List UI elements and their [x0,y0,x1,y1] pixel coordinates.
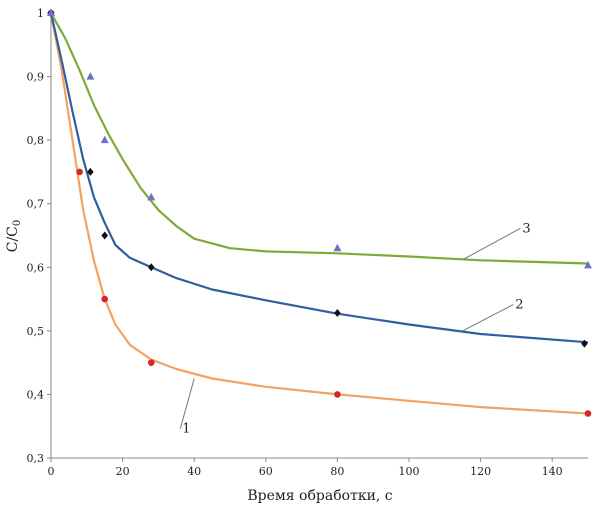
data-point-series-3 [100,135,109,144]
data-point-series-1 [334,391,341,398]
data-point-series-2 [87,167,94,176]
y-tick-label: 1 [37,7,44,20]
data-point-series-2 [334,309,341,318]
y-tick-label: 0,5 [27,325,45,338]
data-point-series-3 [147,192,156,201]
curve-label-2: 2 [515,298,523,313]
x-axis-title: Время обработки, с [247,488,392,504]
x-tick-label: 100 [399,465,420,478]
axes: 0,3 0,4 0,5 0,6 0,7 0,8 0,9 1 0 20 40 60 80 100 120 140 [27,7,588,478]
y-tick-label: 0,6 [27,261,45,274]
y-tick-label: 0,9 [27,71,45,84]
data-point-series-2 [101,231,108,240]
x-tick-label: 40 [187,465,201,478]
curve-label-leader-1 [179,378,195,429]
markers [47,8,592,417]
curve-label-1: 1 [182,422,190,437]
curve-labels: 1 2 3 [179,221,531,437]
x-tick-label: 0 [48,465,55,478]
data-point-series-3 [86,72,95,80]
y-axis-title-main: C [5,242,21,253]
x-tick-label: 60 [259,465,273,478]
y-axis-title: C/C0 [5,220,23,253]
curves [49,12,589,415]
y-tick-label: 0,4 [27,388,45,401]
data-point-series-1 [147,359,155,366]
x-tick-label: 20 [116,465,130,478]
data-point-series-3 [333,243,342,252]
data-point-series-1 [76,168,83,176]
y-tick-label: 0,7 [27,198,45,211]
series-line-2 [49,12,589,344]
y-tick-label: 0,3 [27,452,45,465]
x-tick-label: 120 [470,465,491,478]
x-tick-label: 140 [542,465,563,478]
data-point-series-1 [101,295,108,303]
curve-label-3: 3 [522,221,530,236]
data-point-series-1 [584,410,592,417]
curve-label-leader-3 [462,227,521,261]
y-tick-label: 0,8 [27,134,45,147]
series-line-3 [50,12,589,265]
data-point-series-3 [584,260,592,269]
series-line-1 [49,12,589,415]
data-point-series-2 [581,339,588,348]
data-point-series-3 [47,8,55,16]
data-point-series-2 [147,263,155,272]
curve-label-leader-2 [462,304,514,332]
y-axis-title-main-2: C [5,226,21,237]
y-axis-title-sub: 0 [12,220,23,226]
x-tick-label: 80 [330,465,344,478]
